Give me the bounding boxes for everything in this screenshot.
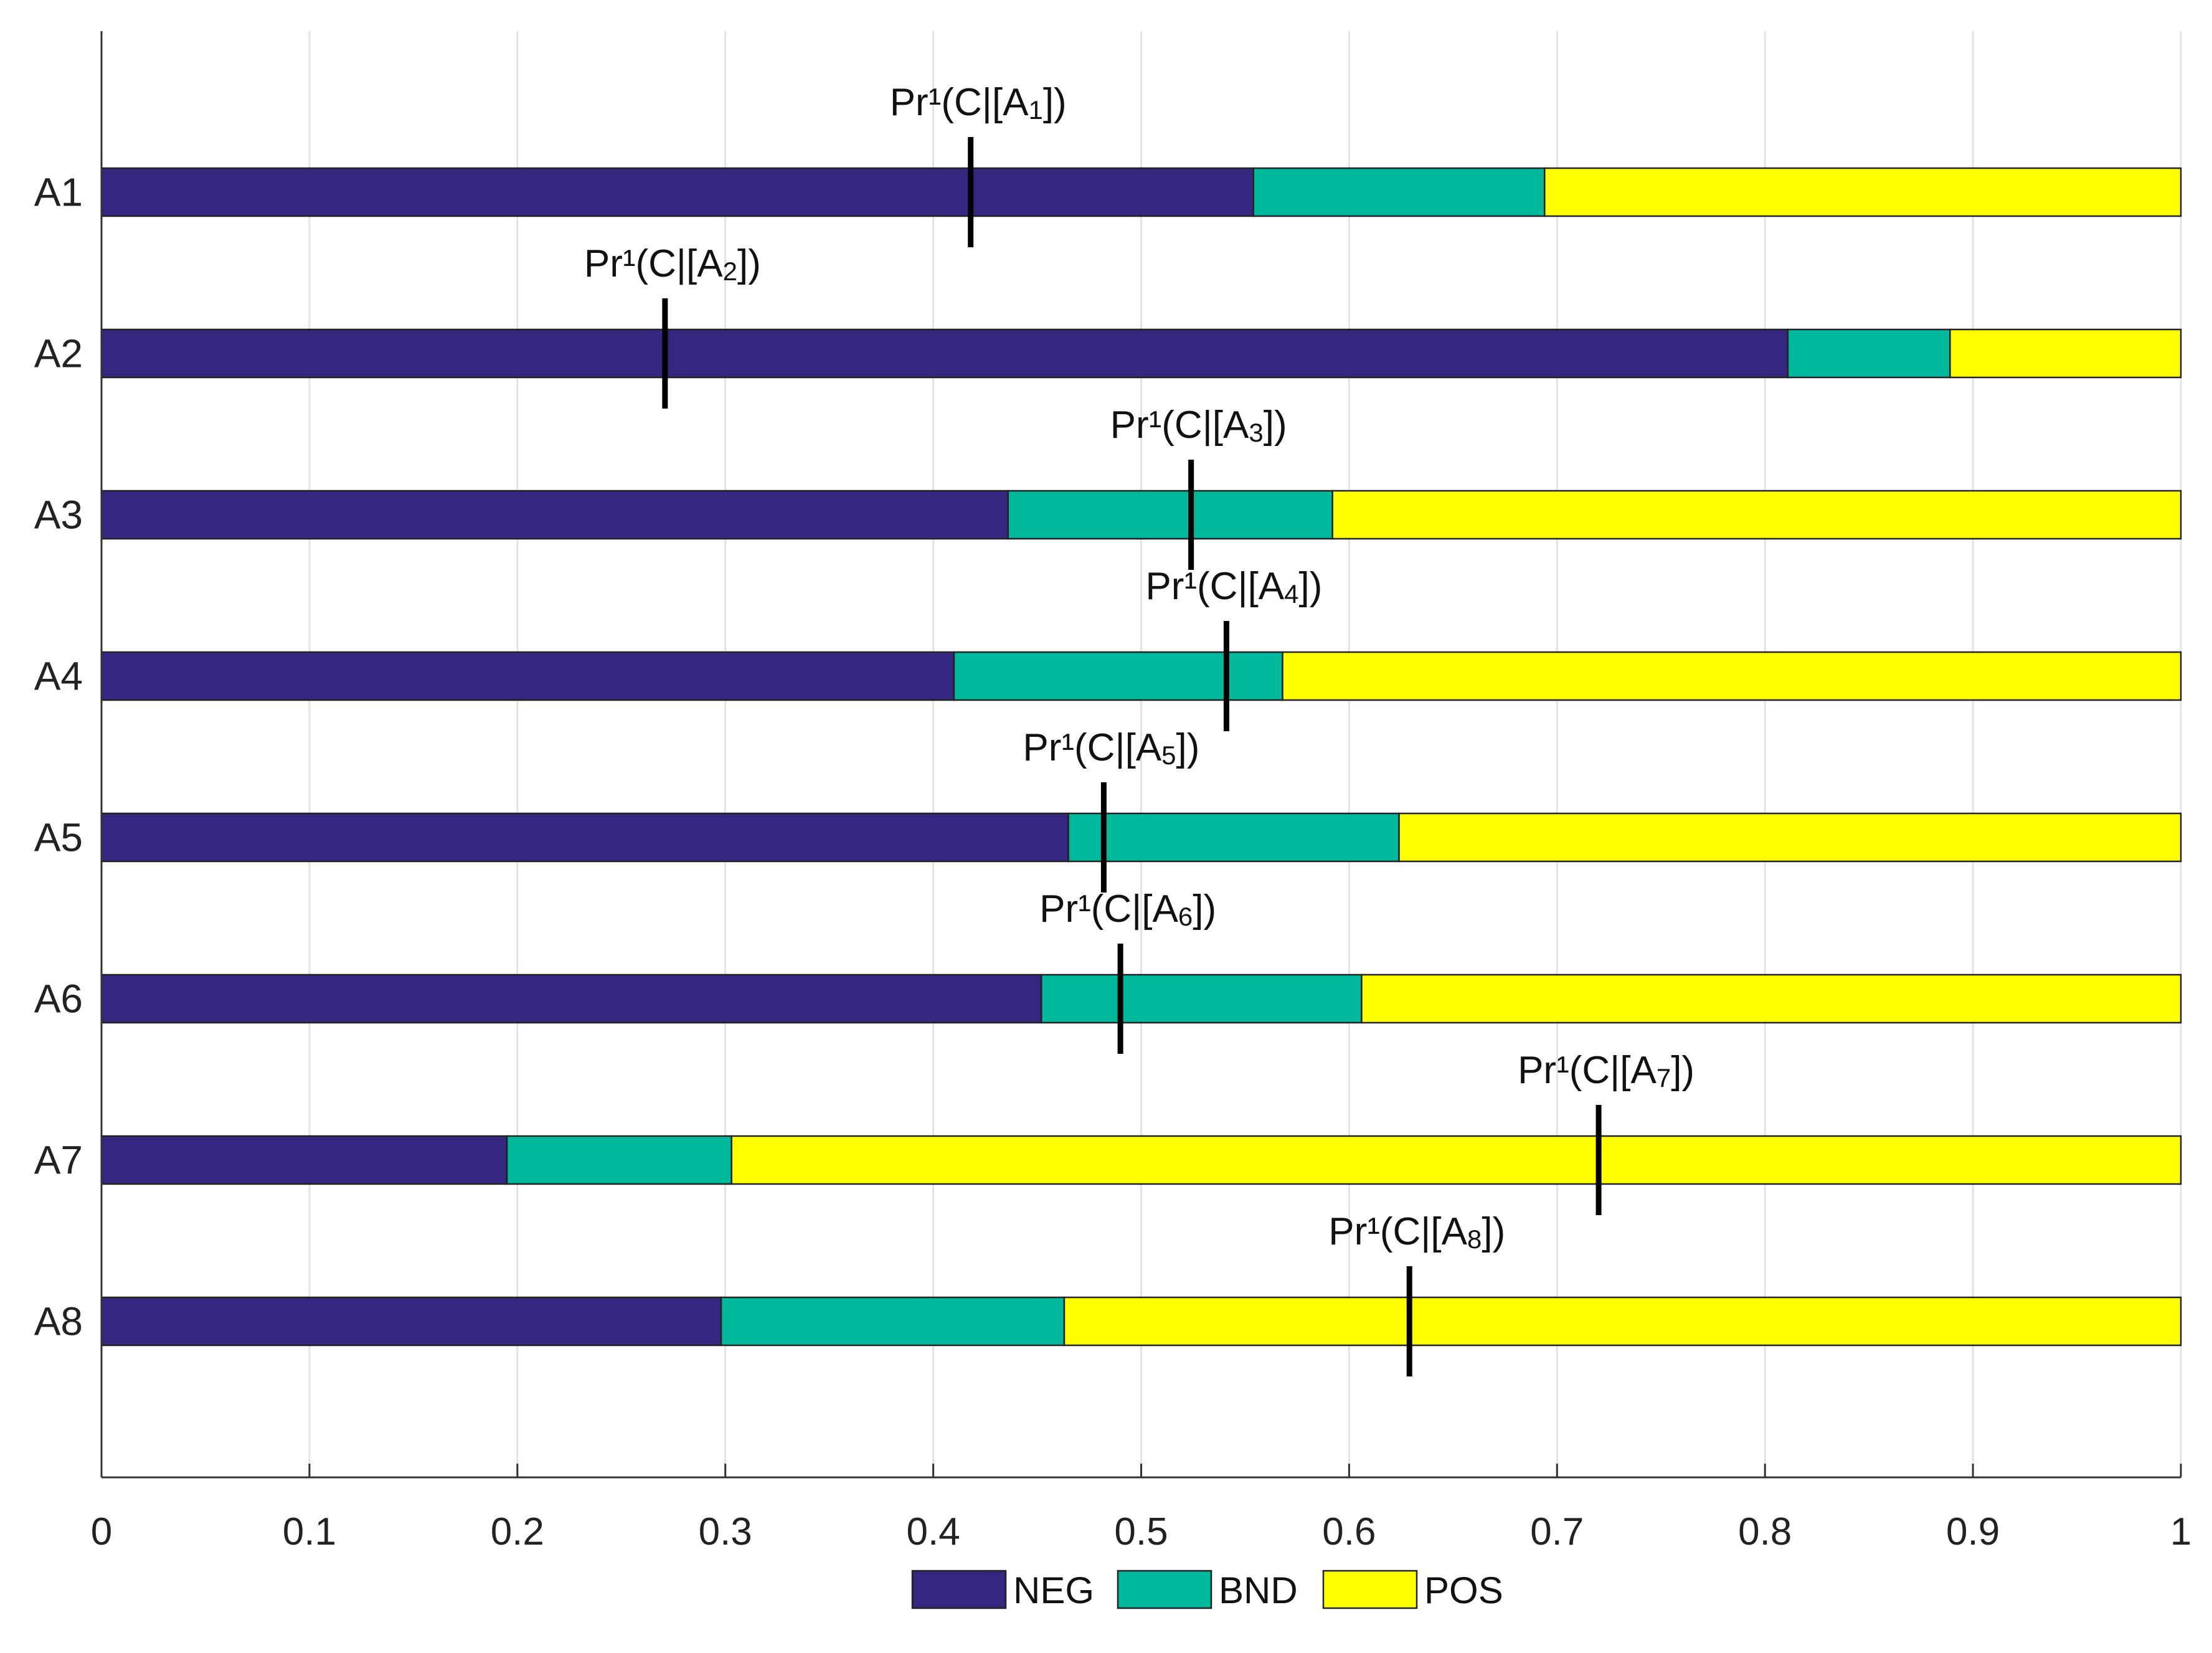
probability-label-end: ]) <box>1482 1210 1505 1253</box>
bar-segment-bnd <box>720 1296 1066 1347</box>
bar-segment-neg <box>100 973 1042 1024</box>
legend-swatch-bnd <box>1117 1570 1212 1609</box>
bar-segment-neg <box>100 167 1255 217</box>
x-tick-label: 0.8 <box>1738 1510 1792 1553</box>
category-label: A1 <box>34 170 83 215</box>
x-tick-label: 0.5 <box>1114 1510 1168 1553</box>
probability-label-end: ]) <box>1193 888 1216 931</box>
bar-segment-bnd <box>1040 973 1363 1024</box>
bar-segment-neg <box>100 490 1009 540</box>
bar-segment-neg <box>100 1135 508 1185</box>
x-tick-label: 1 <box>2170 1510 2191 1553</box>
legend: NEG BND POS <box>911 1570 1503 1611</box>
bar-segment-pos <box>1331 490 2182 540</box>
grid-lines <box>308 31 2182 1477</box>
bar-segment-neg <box>100 651 955 701</box>
probability-label-end: ]) <box>1671 1049 1694 1092</box>
probability-label-end: ]) <box>1299 565 1323 608</box>
bar-segment-pos <box>1544 167 2182 217</box>
bar-segment-pos <box>1282 651 2182 701</box>
legend-label: BND <box>1219 1570 1298 1611</box>
probability-label-base: Pr¹(C|[A <box>1145 565 1284 608</box>
legend-swatch-pos <box>1322 1570 1418 1609</box>
probability-label-subscript: 2 <box>723 257 737 286</box>
probability-label: Pr¹(C|[A5]) <box>1023 726 1199 770</box>
probability-label: Pr¹(C|[A3]) <box>1110 404 1287 447</box>
x-tick-label: 0.3 <box>699 1510 752 1553</box>
probability-label: Pr¹(C|[A4]) <box>1145 565 1322 609</box>
x-tick-label: 0 <box>91 1510 112 1553</box>
probability-label-base: Pr¹(C|[A <box>1518 1049 1657 1092</box>
probability-label-subscript: 6 <box>1178 902 1193 931</box>
legend-swatch-neg <box>911 1570 1007 1609</box>
category-label: A6 <box>34 977 83 1021</box>
legend-label: POS <box>1424 1570 1503 1611</box>
category-label: A5 <box>34 815 83 860</box>
bar-segment-bnd <box>1787 328 1951 379</box>
bar-segment-pos <box>1398 812 2182 863</box>
probability-label: Pr¹(C|[A8]) <box>1328 1210 1505 1254</box>
probability-label-subscript: 1 <box>1028 95 1042 125</box>
bar-segment-bnd <box>1067 812 1400 863</box>
bar-segment-bnd <box>506 1135 732 1185</box>
bar-segment-bnd <box>1252 167 1546 217</box>
probability-label-base: Pr¹(C|[A <box>1110 404 1249 447</box>
bar-segment-neg <box>100 812 1069 863</box>
probability-label: Pr¹(C|[A6]) <box>1039 888 1216 931</box>
x-tick-label: 0.7 <box>1530 1510 1584 1553</box>
probability-label-subscript: 8 <box>1467 1224 1482 1254</box>
category-label: A4 <box>34 654 83 699</box>
probability-label-subscript: 7 <box>1657 1063 1671 1092</box>
axes: A1 A2 A3 A4 A5 A6 A7 A8 0 0.1 0.2 0.3 0.4 0.5 0.6 0.7 0.… <box>34 31 2191 1553</box>
x-tick-label: 0.2 <box>491 1510 544 1553</box>
bar-segment-pos <box>1063 1296 2182 1347</box>
category-label: A8 <box>34 1299 83 1344</box>
bar-segment-neg <box>100 1296 722 1347</box>
probability-label: Pr¹(C|[A2]) <box>584 242 761 286</box>
x-tick-label: 0.9 <box>1946 1510 2000 1553</box>
x-tick-label: 0.4 <box>906 1510 960 1553</box>
category-label: A3 <box>34 493 83 538</box>
probability-label-end: ]) <box>1176 726 1200 769</box>
probability-label-subscript: 5 <box>1161 741 1176 770</box>
probability-label-end: ]) <box>1043 81 1067 124</box>
bar-segment-pos <box>730 1135 2182 1185</box>
category-label: A7 <box>34 1138 83 1183</box>
probability-label: Pr¹(C|[A1]) <box>890 81 1067 125</box>
bar-segment-bnd <box>953 651 1283 701</box>
probability-label-base: Pr¹(C|[A <box>584 242 723 285</box>
probability-label-base: Pr¹(C|[A <box>890 81 1029 124</box>
probability-label-end: ]) <box>1264 404 1287 447</box>
bars <box>100 167 2182 1347</box>
bar-segment-pos <box>1949 328 2182 379</box>
probability-label-subscript: 4 <box>1284 579 1298 609</box>
x-tick-label: 0.6 <box>1322 1510 1376 1553</box>
probability-label-subscript: 3 <box>1249 418 1263 447</box>
probability-label-base: Pr¹(C|[A <box>1328 1210 1467 1253</box>
probability-label-end: ]) <box>737 242 761 285</box>
bar-segment-neg <box>100 328 1789 379</box>
probability-label-base: Pr¹(C|[A <box>1023 726 1161 769</box>
category-label: A2 <box>34 331 83 376</box>
bar-segment-pos <box>1361 973 2182 1024</box>
probability-label-base: Pr¹(C|[A <box>1039 888 1178 931</box>
probability-label: Pr¹(C|[A7]) <box>1518 1049 1694 1092</box>
x-tick-label: 0.1 <box>283 1510 336 1553</box>
bar-segment-bnd <box>1007 490 1333 540</box>
legend-label: NEG <box>1013 1570 1094 1611</box>
probability-markers: Pr¹(C|[A1])Pr¹(C|[A2])Pr¹(C|[A3])Pr¹(C|[… <box>584 81 1694 1376</box>
